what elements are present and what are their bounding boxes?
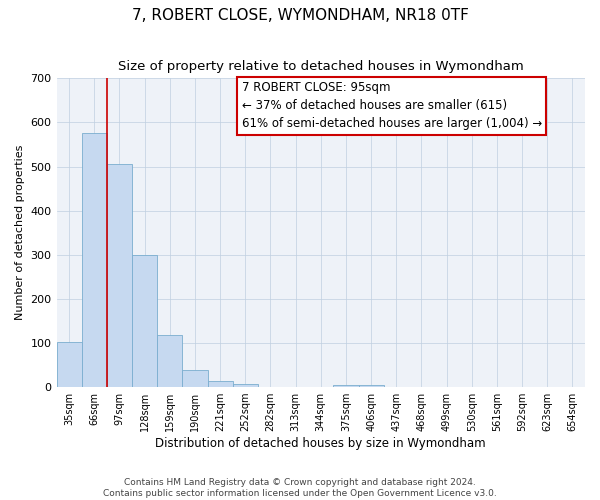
Bar [157,335,182,387]
Y-axis label: Number of detached properties: Number of detached properties [15,145,25,320]
Text: Contains HM Land Registry data © Crown copyright and database right 2024.
Contai: Contains HM Land Registry data © Crown c… [103,478,497,498]
Bar [334,385,359,387]
X-axis label: Distribution of detached houses by size in Wymondham: Distribution of detached houses by size … [155,437,486,450]
Bar [182,370,208,387]
Title: Size of property relative to detached houses in Wymondham: Size of property relative to detached ho… [118,60,524,73]
Bar [56,342,82,387]
Bar [132,255,157,387]
Bar [233,384,258,387]
Text: 7 ROBERT CLOSE: 95sqm
← 37% of detached houses are smaller (615)
61% of semi-det: 7 ROBERT CLOSE: 95sqm ← 37% of detached … [242,82,542,130]
Bar [359,385,383,387]
Bar [107,164,132,387]
Bar [82,134,107,387]
Bar [208,381,233,387]
Text: 7, ROBERT CLOSE, WYMONDHAM, NR18 0TF: 7, ROBERT CLOSE, WYMONDHAM, NR18 0TF [131,8,469,22]
